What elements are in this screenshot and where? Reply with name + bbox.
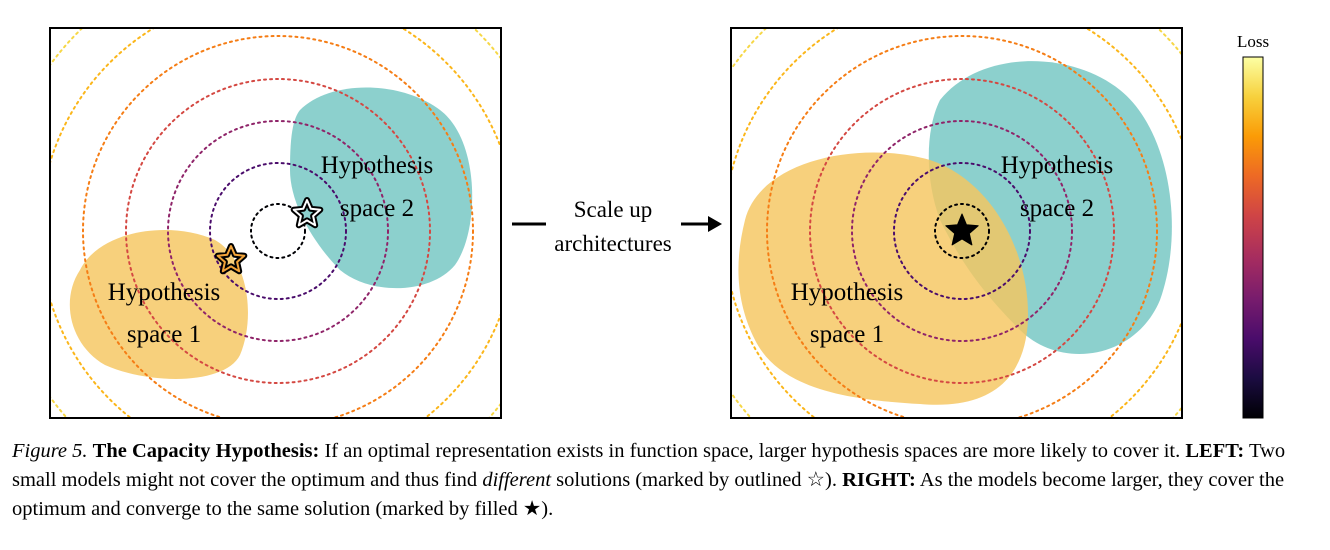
caption-sentence-1: If an optimal representation exists in f… xyxy=(324,440,1181,462)
caption-right-text: As the models become larger, they cover … xyxy=(12,469,1285,520)
caption-title: The Capacity Hypothesis: xyxy=(92,440,320,462)
right-space-1-label-line2: space 1 xyxy=(810,321,884,348)
figure-caption: Figure 5. The Capacity Hypothesis: If an… xyxy=(12,437,1322,524)
left-space-1-label-line2: space 1 xyxy=(127,321,201,348)
left-outlined-star-space-1 xyxy=(214,243,248,275)
loss-colorbar: Loss xyxy=(1237,32,1269,419)
right-filled-star-icon xyxy=(945,213,979,246)
caption-figure-label: Figure 5. xyxy=(12,440,88,462)
caption-left-text-a: Two small models might not cover the opt… xyxy=(12,440,1286,491)
left-outlined-star-space-2 xyxy=(290,197,324,229)
right-loss-contours xyxy=(731,28,1182,418)
arrow-right-icon xyxy=(708,216,722,232)
left-space-2-label-line2: space 2 xyxy=(340,195,414,222)
colorbar-gradient xyxy=(1242,56,1264,419)
colorbar-title: Loss xyxy=(1237,32,1269,51)
caption-left-label: LEFT: xyxy=(1185,440,1245,462)
caption-left-emphasis: different xyxy=(482,469,552,491)
left-panel-frame xyxy=(49,27,502,419)
left-hypothesis-space-2 xyxy=(290,87,473,289)
left-panel: Hypothesis space 2 Hypothesis space 1 xyxy=(49,27,502,419)
right-space-2-label-line1: Hypothesis xyxy=(1001,152,1114,179)
figure-5: Hypothesis space 2 Hypothesis space 1 Sc… xyxy=(49,27,1269,419)
left-space-1-label-line1: Hypothesis xyxy=(108,279,221,306)
scale-up-transition: Scale up architectures xyxy=(512,197,722,256)
caption-right-label: RIGHT: xyxy=(842,469,916,491)
right-space-1-label-line1: Hypothesis xyxy=(791,279,904,306)
right-space-2-label-line2: space 2 xyxy=(1020,195,1094,222)
right-panel-frame xyxy=(730,27,1183,419)
caption-left-text-b: solutions (marked by outlined ☆). xyxy=(556,469,837,491)
left-space-2-label-line1: Hypothesis xyxy=(321,152,434,179)
left-hypothesis-space-1 xyxy=(69,230,248,379)
transition-label-line1: Scale up xyxy=(574,197,653,222)
right-panel: Hypothesis space 2 Hypothesis space 1 xyxy=(730,27,1183,419)
left-loss-contours xyxy=(50,28,501,418)
transition-label-line2: architectures xyxy=(554,231,672,256)
